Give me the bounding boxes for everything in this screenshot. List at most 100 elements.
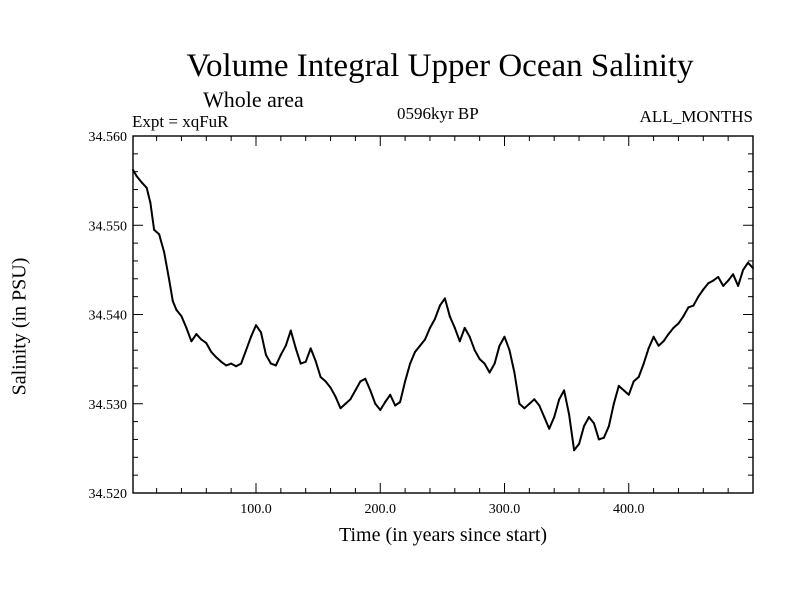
data-point [523, 407, 526, 410]
data-point [448, 315, 451, 318]
data-point [588, 416, 590, 419]
data-point [712, 279, 715, 282]
data-point [319, 376, 322, 378]
data-point [404, 380, 407, 383]
data-point [747, 261, 749, 264]
data-point [662, 340, 665, 343]
data-point [518, 402, 521, 405]
data-point [622, 389, 625, 392]
data-point [163, 251, 166, 253]
data-point [612, 402, 615, 405]
plot-frame [132, 135, 754, 494]
data-point [200, 338, 203, 341]
data-point [349, 398, 352, 401]
data-point [702, 288, 705, 291]
data-point [687, 306, 690, 309]
data-point [632, 380, 635, 383]
chart-title: Volume Integral Upper Ocean Salinity [186, 48, 694, 84]
x-tick-label: 400.0 [613, 502, 645, 517]
data-point [458, 340, 461, 343]
data-point [473, 349, 476, 352]
data-point [269, 362, 272, 365]
data-point [255, 324, 257, 327]
data-point [149, 201, 152, 204]
data-point [354, 389, 357, 392]
data-point [568, 413, 571, 416]
data-point [235, 365, 238, 368]
data-point [657, 344, 660, 347]
data-point [324, 380, 327, 383]
data-point [414, 351, 416, 353]
data-point [279, 353, 282, 356]
data-points [132, 168, 754, 452]
data-point [135, 175, 138, 178]
experiment-label: Expt = xqFuR [132, 112, 229, 131]
data-point [359, 380, 362, 383]
data-point [597, 438, 600, 441]
data-point [553, 416, 556, 419]
data-point [578, 442, 581, 445]
salinity-series-line [132, 169, 754, 452]
data-point [583, 425, 585, 428]
data-point [468, 335, 471, 338]
data-point [563, 389, 566, 392]
data-point [429, 326, 431, 329]
data-point [697, 295, 700, 298]
data-point [647, 347, 650, 350]
data-point [424, 338, 426, 341]
data-point [573, 449, 576, 452]
data-point [732, 273, 735, 276]
data-point [642, 362, 645, 365]
data-point [364, 377, 367, 380]
data-point [264, 353, 267, 356]
data-point [443, 297, 446, 300]
data-point [722, 284, 725, 287]
y-tick-label: 34.530 [89, 398, 128, 413]
data-point [329, 386, 332, 389]
data-point [284, 344, 287, 347]
data-point [503, 335, 506, 338]
data-point [299, 362, 302, 365]
data-point [220, 360, 223, 363]
data-point [543, 416, 546, 419]
data-point [399, 401, 402, 403]
data-point [384, 401, 387, 403]
data-point [692, 304, 695, 307]
data-point [294, 347, 297, 350]
data-point [513, 371, 516, 374]
data-point [158, 233, 161, 236]
data-point [682, 315, 685, 318]
data-point [409, 362, 412, 365]
data-point [250, 335, 252, 338]
data-point [737, 284, 740, 287]
data-point [652, 335, 655, 338]
data-point [627, 393, 630, 396]
data-point [617, 384, 620, 387]
data-point [508, 349, 511, 352]
data-point [230, 362, 233, 365]
data-point [379, 409, 382, 411]
data-point [602, 436, 605, 439]
data-point [168, 277, 170, 280]
data-point [727, 279, 730, 282]
data-point [225, 364, 228, 367]
data-point [548, 427, 551, 430]
data-point [289, 329, 292, 332]
x-tick-label: 100.0 [240, 502, 272, 517]
data-point [153, 228, 156, 231]
period-label: 0596kyr BP [397, 104, 479, 123]
data-point [533, 398, 536, 401]
data-point [274, 364, 277, 367]
data-point [314, 359, 317, 362]
data-point [205, 342, 208, 345]
x-axis-label: Time (in years since start) [338, 524, 548, 546]
data-point [637, 376, 640, 378]
data-point [742, 268, 745, 271]
data-point [453, 326, 456, 329]
data-point [478, 358, 481, 361]
axis-tick-labels: 34.520 34.530 34.540 34.550 34.560 100.0 200.0… [89, 130, 645, 517]
data-point [132, 168, 134, 171]
data-point [195, 333, 198, 336]
data-point [672, 326, 675, 329]
